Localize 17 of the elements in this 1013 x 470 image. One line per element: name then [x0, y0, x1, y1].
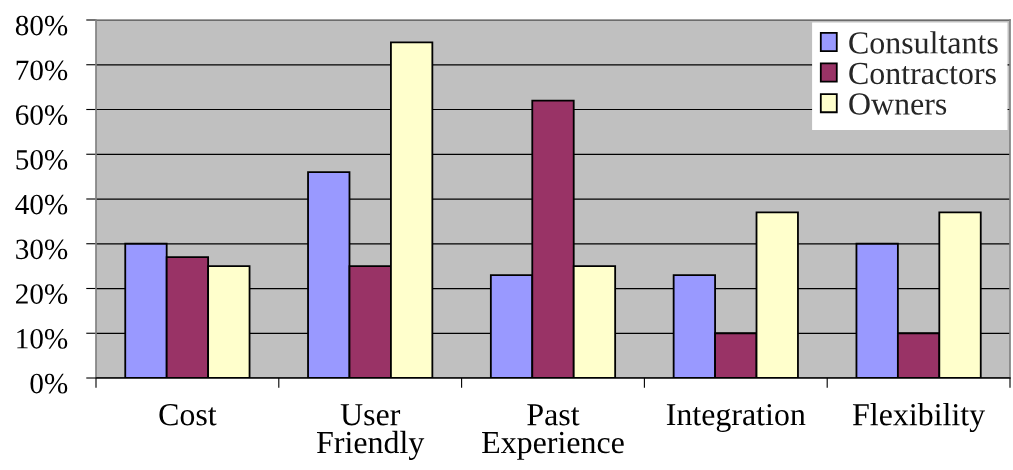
x-tick-label: User Friendly	[317, 404, 425, 460]
legend-label: Owners	[849, 93, 947, 115]
legend-label: Consultants	[849, 31, 998, 54]
y-tick-label: 60%	[16, 105, 68, 125]
x-tick-label: Past Experience	[482, 404, 624, 460]
y-tick-label: 80%	[15, 15, 68, 36]
y-tick-label: 20%	[16, 284, 68, 304]
y-tick-label: 0%	[30, 373, 68, 394]
legend-label: Contractors	[849, 62, 996, 85]
y-tick-label: 10%	[17, 328, 68, 349]
x-tick-label: Flexibility	[852, 403, 986, 433]
y-tick-label: 50%	[16, 149, 68, 170]
y-tick-label: 40%	[15, 194, 68, 215]
y-tick-label: 70%	[16, 60, 68, 81]
y-tick-label: 30%	[16, 239, 68, 260]
x-tick-label: Cost	[159, 404, 217, 426]
x-tick-label: Integration	[666, 403, 806, 432]
